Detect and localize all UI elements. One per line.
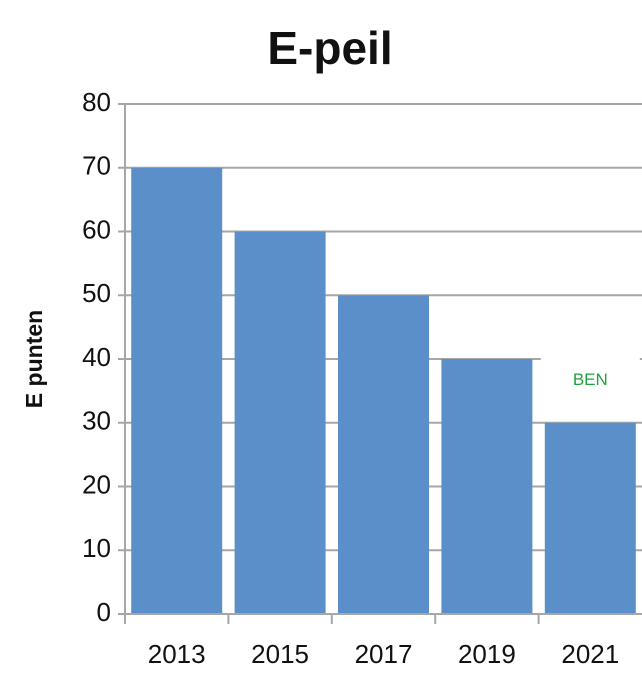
x-tick-label: 2019 xyxy=(458,639,516,669)
y-tick-label: 60 xyxy=(82,214,111,244)
x-tick-label: 2015 xyxy=(251,639,309,669)
y-tick-label: 30 xyxy=(82,406,111,436)
chart-title: E-peil xyxy=(267,22,392,74)
annotation-box xyxy=(540,356,640,419)
x-tick-label: 2017 xyxy=(355,639,413,669)
x-tick-label: 2013 xyxy=(148,639,206,669)
bar xyxy=(441,359,533,614)
annotation: BEN xyxy=(573,370,608,389)
y-axis-label: E punten xyxy=(21,310,47,408)
y-tick-label: 80 xyxy=(82,87,111,117)
bar xyxy=(338,295,429,614)
bar xyxy=(234,231,326,614)
y-tick-label: 0 xyxy=(97,597,111,627)
y-tick-label: 10 xyxy=(82,533,111,563)
y-tick-label: 20 xyxy=(82,469,111,499)
y-tick-label: 50 xyxy=(82,278,111,308)
y-tick-label: 70 xyxy=(82,151,111,181)
x-tick-label: 2021 xyxy=(561,639,619,669)
bar xyxy=(131,167,223,614)
y-tick-label: 40 xyxy=(82,342,111,372)
bar xyxy=(544,422,636,614)
